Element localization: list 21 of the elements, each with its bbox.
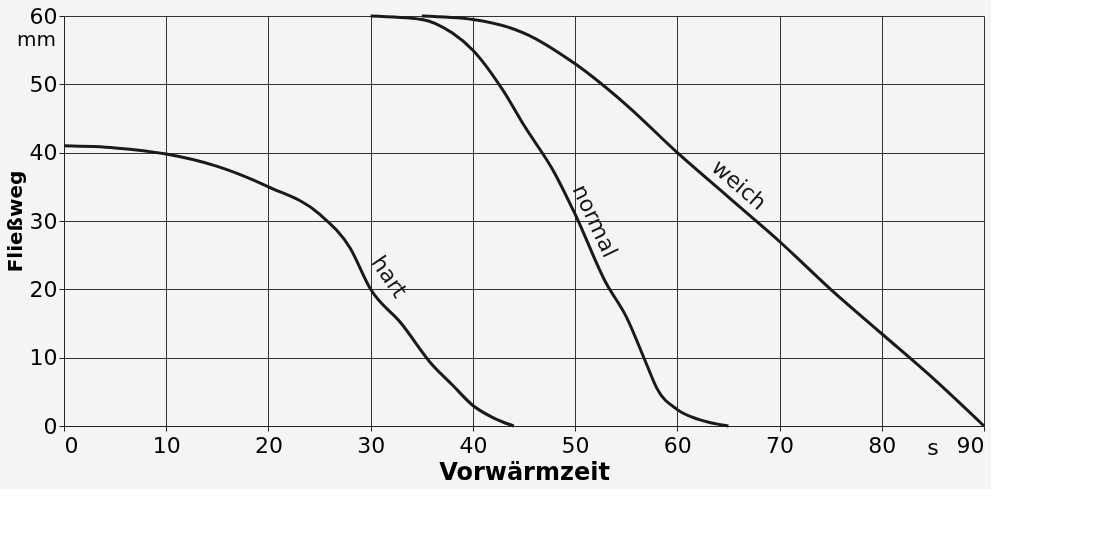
y-tick-label: 10 bbox=[29, 345, 58, 371]
y-axis-title: Fließweg bbox=[2, 170, 27, 273]
y-tick-label: 50 bbox=[29, 71, 58, 97]
text: s bbox=[927, 435, 939, 460]
x-tick-label: 50 bbox=[561, 432, 590, 458]
x-tick-label: 90 bbox=[956, 432, 985, 458]
x-tick-label: 70 bbox=[766, 432, 795, 458]
x-tick-label: 20 bbox=[254, 432, 283, 458]
x-axis-title: Vorwärmzeit bbox=[439, 457, 610, 486]
y-tick-label: 60 bbox=[29, 3, 58, 29]
x-tick-label: 80 bbox=[868, 432, 897, 458]
y-tick-label: 30 bbox=[29, 208, 58, 234]
y-tick-label: 20 bbox=[29, 276, 58, 302]
x-tick-label: 0 bbox=[64, 432, 79, 458]
y-tick-label: 40 bbox=[29, 140, 58, 166]
y-tick-label: 0 bbox=[43, 413, 58, 439]
x-tick-label: 60 bbox=[663, 432, 692, 458]
x-tick-label: 10 bbox=[152, 432, 181, 458]
text: mm bbox=[17, 27, 56, 51]
x-tick-label: 30 bbox=[357, 432, 386, 458]
x-tick-label: 40 bbox=[459, 432, 488, 458]
